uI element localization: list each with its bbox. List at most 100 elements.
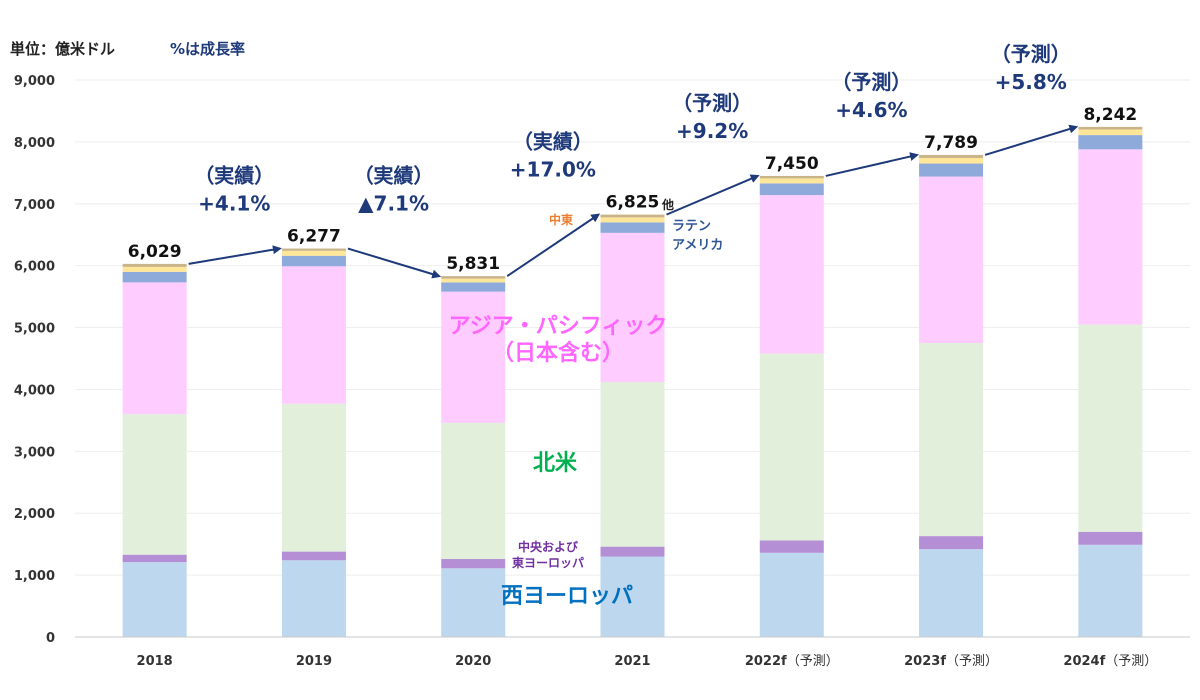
x-tick-label: 2021: [614, 654, 650, 669]
bar-segment: [600, 382, 665, 547]
growth-arrow: [347, 247, 442, 279]
label-north-america: 北米: [533, 451, 578, 476]
total-labels: 6,029 6,277 5,831 6,825 7,450 7,789 8,242: [128, 105, 1137, 274]
label-latin-america-1: ラテン: [672, 219, 711, 234]
y-axis: 0 1,000 2,000 3,000 4,000 5,000 6,000 7,000 8,00…: [14, 74, 55, 646]
label-ce-europe-1: 中央および: [518, 539, 579, 554]
y-tick-label: 1,000: [14, 569, 55, 584]
y-tick-label: 5,000: [14, 322, 55, 337]
y-tick-label: 4,000: [14, 383, 55, 398]
bar-segment: [1078, 531, 1143, 545]
bar-segment: [919, 549, 984, 637]
bar-segment: [1078, 149, 1143, 325]
bar-segment: [600, 546, 665, 557]
growth-labels: （実績） +4.1% （実績） ▲7.1% （実績） +17.0% （予測） +9.2% （予測…: [194, 42, 1070, 216]
bar-segment: [122, 282, 187, 415]
bars: [122, 126, 1143, 637]
bar-segment: [919, 343, 984, 537]
growth-label-kind: （実績）: [354, 164, 434, 188]
y-tick-label: 0: [46, 631, 55, 646]
growth-arrow: [984, 124, 1079, 156]
label-other: 他: [661, 197, 674, 212]
y-tick-label: 9,000: [14, 74, 55, 89]
y-tick-label: 8,000: [14, 136, 55, 151]
bar-segment: [281, 560, 346, 637]
growth-arrow: [188, 245, 282, 265]
bar-segment: [122, 414, 187, 555]
total-label: 6,277: [287, 227, 341, 247]
y-tick-label: 2,000: [14, 507, 55, 522]
bar-segment: [281, 266, 346, 404]
x-axis: 2018 2019 2020 2021 2022f（予測） 2023f（予測） 2024f（…: [137, 654, 1158, 669]
growth-label-kind: （実績）: [194, 164, 274, 188]
total-label: 8,242: [1083, 105, 1137, 125]
total-label: 5,831: [446, 254, 500, 274]
bar-segment: [1078, 324, 1143, 532]
bar-segment: [441, 276, 506, 279]
growth-arrow: [825, 152, 920, 177]
bar-segment: [919, 176, 984, 344]
y-tick-label: 3,000: [14, 445, 55, 460]
x-tick-label: 2018: [137, 654, 173, 669]
x-tick-label: 2019: [296, 654, 332, 669]
bar-segment: [759, 178, 824, 184]
bar-segment: [600, 232, 665, 383]
growth-arrow: [506, 213, 601, 277]
bar-segment: [1078, 129, 1143, 136]
bar-segment: [759, 353, 824, 541]
label-ce-europe-2: 東ヨーロッパ: [512, 555, 584, 570]
bar-segment: [281, 551, 346, 561]
growth-label-value: +9.2%: [676, 119, 748, 143]
bar-segment: [441, 278, 506, 283]
growth-label-kind: （実績）: [513, 130, 593, 154]
growth-note: %は成長率: [170, 40, 245, 58]
bar-segment: [281, 403, 346, 552]
bar-segment: [919, 157, 984, 164]
bar-segment: [600, 217, 665, 223]
growth-label-value: +17.0%: [510, 158, 596, 182]
bar-segment: [441, 559, 506, 569]
y-tick-label: 7,000: [14, 198, 55, 213]
bar-segment: [122, 554, 187, 563]
growth-label-kind: （予測）: [991, 42, 1071, 66]
total-label: 7,789: [924, 133, 978, 153]
total-label: 6,029: [128, 242, 182, 262]
bar-segment: [919, 536, 984, 550]
bar-segment: [122, 266, 187, 272]
bar-segment: [759, 175, 824, 179]
bar-segment: [122, 271, 187, 283]
unit-label: 単位：億米ドル: [10, 40, 115, 58]
x-tick-label: 2024f（予測）: [1063, 654, 1157, 669]
y-tick-label: 6,000: [14, 260, 55, 275]
x-tick-label: 2020: [455, 654, 491, 669]
bar-segment: [281, 255, 346, 267]
label-middle-east: 中東: [549, 212, 573, 227]
bar-segment: [281, 248, 346, 251]
region-labels: 西ヨーロッパ 中央および 東ヨーロッパ 北米 アジア・パシフィック （日本含む）…: [449, 197, 724, 609]
label-asia-pacific-1: アジア・パシフィック: [449, 314, 668, 339]
growth-label-value: +4.6%: [835, 98, 907, 122]
bar-segment: [122, 562, 187, 637]
growth-label-value: +4.1%: [198, 192, 270, 216]
bar-segment: [919, 154, 984, 158]
growth-label-kind: （予測）: [831, 70, 911, 94]
bar-segment: [441, 422, 506, 560]
growth-arrows: [188, 124, 1079, 279]
label-west-europe: 西ヨーロッパ: [501, 584, 633, 609]
bar-segment: [441, 291, 506, 423]
bar-segment: [600, 214, 665, 218]
label-latin-america-2: アメリカ: [672, 238, 723, 253]
x-tick-label: 2022f（予測）: [745, 654, 839, 669]
bar-segment: [759, 183, 824, 196]
growth-label-kind: （予測）: [672, 91, 752, 115]
bar-segment: [759, 540, 824, 553]
bar-segment: [1078, 126, 1143, 130]
bar-segment: [281, 250, 346, 256]
growth-arrow: [666, 174, 760, 216]
bar-segment: [1078, 135, 1143, 150]
bar-segment: [441, 568, 506, 637]
label-asia-pacific-2: （日本含む）: [492, 340, 624, 366]
bar-segment: [759, 552, 824, 637]
bar-segment: [122, 263, 187, 267]
